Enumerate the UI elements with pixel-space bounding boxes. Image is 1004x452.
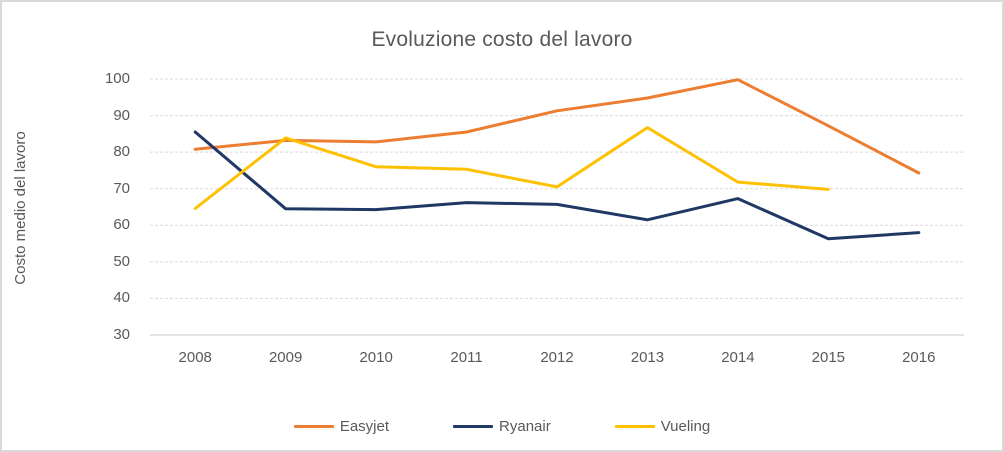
y-tick-label: 40 xyxy=(113,289,130,307)
chart-title: Evoluzione costo del lavoro xyxy=(371,28,633,51)
x-tick-label: 2008 xyxy=(178,349,212,366)
series-line-ryanair[interactable] xyxy=(193,130,921,241)
x-tick-label: 2009 xyxy=(268,349,303,366)
y-tick-label: 100 xyxy=(104,70,130,87)
legend-line-marker xyxy=(614,425,655,428)
x-tick-label: 2013 xyxy=(630,349,665,366)
legend-label: Easyjet xyxy=(339,418,390,435)
legend-line-marker xyxy=(293,425,334,428)
x-tick-label: 2012 xyxy=(540,349,574,366)
legend-item-ryanair[interactable]: Ryanair xyxy=(453,418,551,435)
legend-item-easyjet[interactable]: Easyjet xyxy=(293,418,390,435)
legend-line-marker xyxy=(453,425,494,428)
legend-label: Vueling xyxy=(660,418,711,435)
series-line-easyjet[interactable] xyxy=(193,78,921,175)
y-tick-label: 80 xyxy=(113,143,130,161)
x-tick-label: 2014 xyxy=(721,349,755,366)
x-tick-label: 2011 xyxy=(450,349,483,366)
legend-item-vueling[interactable]: Vueling xyxy=(614,418,711,435)
x-tick-label: 2016 xyxy=(902,349,936,366)
y-tick-label: 30 xyxy=(113,326,130,343)
x-tick-label: 2010 xyxy=(359,349,393,366)
y-tick-label: 50 xyxy=(113,252,130,270)
x-tick-label: 2015 xyxy=(811,349,846,366)
y-tick-label: 60 xyxy=(113,216,130,234)
y-tick-label: 70 xyxy=(113,179,130,197)
series-line-vueling[interactable] xyxy=(193,126,830,210)
legend: Easyjet Ryanair Vueling xyxy=(2,418,1002,435)
legend-label: Ryanair xyxy=(499,418,551,435)
y-tick-label: 90 xyxy=(113,106,130,124)
